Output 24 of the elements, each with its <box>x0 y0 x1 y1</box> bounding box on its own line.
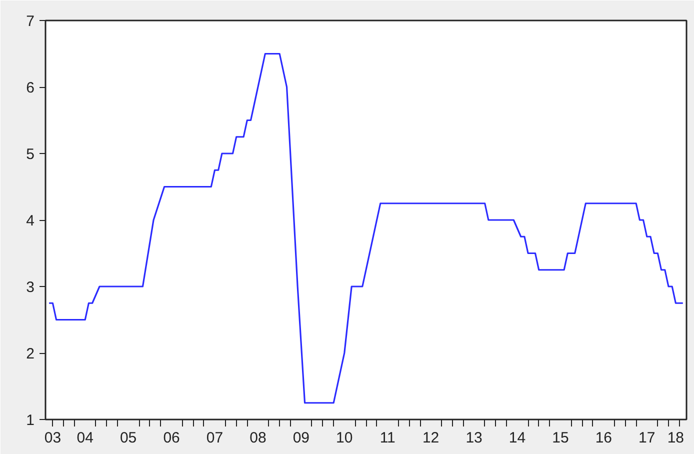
x-tick-label: 15 <box>552 430 569 446</box>
line-series <box>48 52 684 404</box>
x-tick-label: 09 <box>292 430 310 446</box>
y-tick-label: 4 <box>26 212 34 230</box>
x-tick-label: 17 <box>638 430 656 446</box>
x-tick-label: 13 <box>466 430 482 446</box>
y-tick-label: 7 <box>26 13 34 30</box>
y-tick-label: 3 <box>26 279 34 296</box>
x-tick-label: 10 <box>336 430 353 446</box>
x-tick-label: 14 <box>508 430 526 446</box>
y-tick-label: 6 <box>26 80 34 96</box>
x-tick-label: 18 <box>667 430 684 446</box>
x-tick-label: 11 <box>380 430 396 446</box>
y-tick-label: 5 <box>26 146 34 163</box>
y-tick-label: 1 <box>26 412 34 429</box>
x-tick-label: 16 <box>595 430 612 446</box>
x-tick-label: 08 <box>250 430 266 446</box>
x-tick-label: 03 <box>44 430 62 446</box>
x-tick-label: 12 <box>422 430 440 446</box>
x-tick-label: 06 <box>163 430 180 446</box>
x-tick-label: 07 <box>206 430 224 446</box>
x-tick-label: 04 <box>76 430 94 446</box>
y-tick-label: 2 <box>26 346 34 362</box>
x-tick-label: 05 <box>120 430 137 446</box>
